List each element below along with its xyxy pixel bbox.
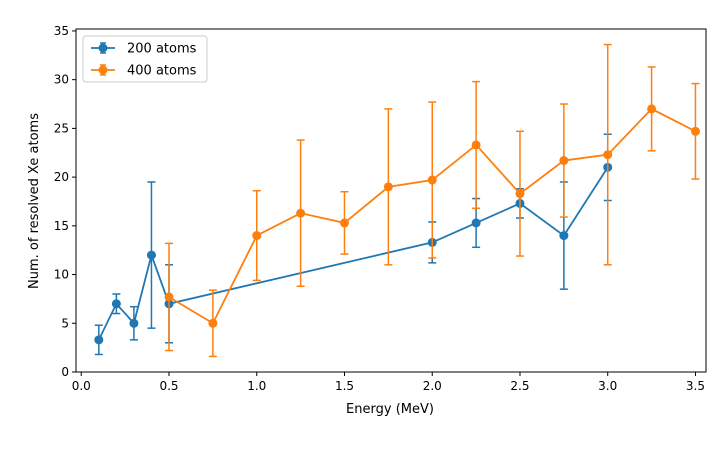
data-point (559, 231, 569, 241)
y-tick-label: 30 (54, 73, 69, 87)
data-point (339, 218, 349, 228)
data-point (146, 250, 156, 260)
y-tick-label: 5 (61, 316, 69, 330)
data-point (252, 231, 262, 241)
data-point (164, 292, 174, 302)
y-tick-label: 0 (61, 365, 69, 379)
x-tick-label: 3.0 (598, 379, 617, 393)
data-point (471, 140, 481, 150)
data-point (383, 182, 393, 192)
y-tick-label: 10 (54, 268, 69, 282)
axes-frame (75, 28, 707, 373)
legend-marker (98, 43, 108, 53)
series-2 (164, 43, 700, 358)
x-tick-label: 1.0 (247, 379, 266, 393)
plot-area (94, 43, 700, 358)
axes: 0.0 0.5 1.0 1.5 2.0 2.5 3.0 3.5 0 5 10 15 20 25 30 35 (54, 24, 707, 393)
data-point (129, 318, 139, 328)
y-tick-label: 20 (54, 170, 69, 184)
data-point (603, 150, 613, 160)
y-tick-label: 35 (54, 24, 69, 38)
data-point (471, 218, 481, 228)
data-point (647, 104, 657, 114)
x-axis-label: Energy (MeV) (346, 402, 434, 417)
x-tick-label: 1.5 (335, 379, 354, 393)
data-point (515, 189, 525, 199)
data-point (427, 175, 437, 185)
data-point (111, 299, 121, 309)
x-tick-label: 2.0 (423, 379, 442, 393)
data-point (94, 335, 104, 345)
legend: 200 atoms 400 atoms (82, 35, 208, 83)
x-tick-label: 2.5 (510, 379, 529, 393)
data-point (296, 208, 306, 218)
data-point (690, 126, 700, 136)
x-tick-label: 0.5 (159, 379, 178, 393)
y-tick-label: 25 (54, 121, 69, 135)
y-axis-label: Num. of resolved Xe atoms (27, 113, 42, 289)
y-tick-label: 15 (54, 219, 69, 233)
x-tick-label: 0.0 (72, 379, 91, 393)
x-tick-label: 3.5 (686, 379, 705, 393)
data-point (208, 318, 218, 328)
legend-marker (98, 65, 108, 75)
legend-label: 200 atoms (127, 42, 197, 57)
legend-label: 400 atoms (127, 64, 197, 79)
data-point (559, 156, 569, 166)
